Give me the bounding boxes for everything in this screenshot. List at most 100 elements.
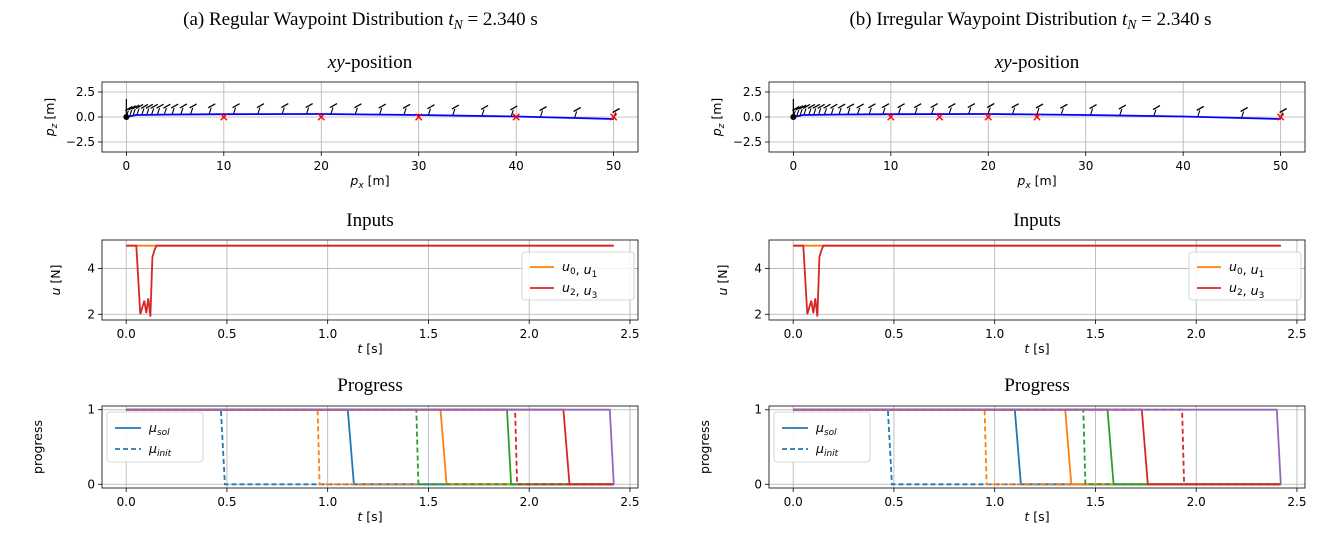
position-a-attitude-rotor	[573, 106, 581, 113]
position-a-waypoint-marker	[415, 113, 423, 121]
inputs-b-xtick-label: 1.5	[1086, 327, 1105, 341]
position-a-attitude-rotor	[354, 103, 362, 109]
position-a-xtick-label: 20	[314, 159, 329, 173]
inputs-a-xlabel: t [s]	[357, 341, 382, 356]
panel-heading-a: (a) Regular Waypoint Distribution tN = 2…	[183, 9, 538, 32]
position-b-attitude-rotor	[868, 103, 876, 109]
progress-b-xtick-label: 0.5	[884, 495, 903, 509]
position-b-attitude-arm	[847, 107, 851, 115]
position-b-xtick-label: 40	[1176, 159, 1191, 173]
position-a-attitude-arm	[379, 107, 383, 115]
position-b-attitude-rotor	[798, 104, 807, 110]
progress-b-xtick-label: 1.5	[1086, 495, 1105, 509]
position-a-attitude-rotor	[256, 103, 265, 109]
progress-a-title: Progress	[337, 375, 402, 396]
position-a-attitude-arm	[427, 108, 431, 115]
position-b-attitude-arm	[1241, 111, 1245, 118]
inputs-b-ytick-label: 4	[754, 262, 762, 276]
position-a-ytick-label: 2.5	[76, 85, 95, 99]
inputs-a-xtick-label: 1.5	[419, 327, 438, 341]
progress-a-frame	[101, 405, 639, 489]
position-a-attitude-rotor	[135, 103, 144, 110]
position-a-attitude-arm	[330, 107, 334, 114]
position-a-attitude-arm	[129, 109, 133, 116]
position-b-attitude-rotor	[817, 103, 826, 109]
position-b-attitude-rotor	[1279, 107, 1287, 114]
position-a-attitude-rotor	[612, 107, 620, 114]
position-a-attitude-rotor	[402, 103, 411, 109]
position-a-xtick-label: 30	[411, 159, 426, 173]
position-a-attitude-arm	[403, 108, 407, 115]
progress-a-init-line	[126, 408, 614, 486]
progress-a-legend-label: μsol	[148, 420, 170, 438]
position-b-attitude-rotor	[802, 103, 811, 110]
position-a-attitude-arm	[257, 107, 261, 114]
position-b-attitude-rotor	[947, 103, 956, 109]
position-a-attitude-rotor	[329, 103, 338, 109]
position-b-attitude-arm	[830, 107, 834, 115]
position-b-attitude-rotor	[795, 105, 804, 111]
position-b-ytick-label: 2.5	[743, 85, 762, 99]
inputs-b-frame	[768, 239, 1306, 321]
position-b-attitude-arm	[931, 107, 935, 114]
position-a-attitude-rotor	[427, 104, 435, 110]
position-b-ytick-label: 0.0	[743, 110, 762, 124]
position-a-attitude-rotor	[305, 102, 313, 109]
position-b-xtick-label: 50	[1273, 159, 1288, 173]
position-b-attitude-arm	[987, 107, 991, 114]
position-a-attitude-arm	[281, 107, 285, 114]
progress-a-legend-label: μinit	[148, 441, 172, 459]
position-a-attitude-arm	[180, 107, 184, 115]
position-a-attitude-arm	[481, 109, 485, 116]
position-a-xlabel: px [m]	[349, 173, 389, 191]
position-b-waypoint-marker	[984, 113, 992, 121]
inputs-b-xtick-label: 2.0	[1187, 327, 1206, 341]
inputs-a-series-line	[126, 244, 614, 317]
position-a-attitude-rotor	[451, 104, 460, 110]
progress-b-legend-label: μsol	[815, 420, 837, 438]
position-a-attitude-rotor	[179, 103, 188, 109]
position-b-attitude-rotor	[856, 103, 865, 109]
position-a-attitude-arm	[306, 107, 310, 114]
subplot-b-0: 0 10 20 30 40 50 −2.5 0.0 2.5 xy-position px [m] pz…	[709, 52, 1306, 191]
progress-a-xtick-label: 0.5	[217, 495, 236, 509]
position-a-attitude-rotor	[207, 103, 216, 109]
progress-b-ylabel: progress	[697, 420, 712, 474]
position-a-xtick-label: 0	[123, 159, 131, 173]
position-b-attitude-rotor	[1152, 104, 1161, 111]
position-a-attitude-rotor	[539, 106, 547, 112]
position-b-start-marker	[790, 114, 797, 120]
position-b-attitude-arm	[824, 108, 828, 115]
position-b-trajectory	[793, 113, 1281, 120]
inputs-b-title: Inputs	[1013, 210, 1061, 231]
position-a-ylabel-group: pz [m]	[42, 98, 60, 138]
position-a-attitude-rotor	[131, 104, 140, 110]
progress-b-ytick-label: 1	[754, 403, 762, 417]
position-b-xtick-label: 20	[981, 159, 996, 173]
position-b-waypoint-marker	[935, 113, 944, 121]
position-b-attitude-rotor	[930, 103, 939, 109]
position-a-attitude-rotor	[509, 105, 518, 111]
progress-b-xtick-label: 2.0	[1187, 495, 1206, 509]
inputs-b-ytick-label: 2	[754, 307, 762, 321]
position-a-title: xy-position	[327, 52, 413, 73]
position-a-attitude-rotor	[232, 103, 240, 109]
inputs-b-xtick-label: 0.5	[884, 327, 903, 341]
position-b-frame	[768, 81, 1306, 153]
progress-a-xlabel: t [s]	[357, 509, 382, 524]
progress-a-xtick-label: 0.0	[117, 495, 136, 509]
inputs-b-xtick-label: 2.5	[1287, 327, 1306, 341]
inputs-b-ylabel-group: u [N]	[715, 264, 730, 295]
inputs-a-ytick-label: 4	[87, 262, 95, 276]
position-b-attitude-rotor	[823, 103, 831, 109]
position-a-attitude-rotor	[189, 103, 198, 109]
position-b-attitude-arm	[796, 109, 800, 116]
position-a-attitude-rotor	[140, 103, 149, 109]
position-b-waypoint-marker	[887, 113, 895, 121]
position-a-attitude-rotor	[128, 105, 137, 111]
position-a-attitude-arm	[151, 108, 155, 115]
inputs-a-legend-label: u2, u3	[562, 280, 597, 301]
position-b-attitude-arm	[813, 108, 817, 115]
position-a-attitude-rotor	[480, 104, 489, 111]
